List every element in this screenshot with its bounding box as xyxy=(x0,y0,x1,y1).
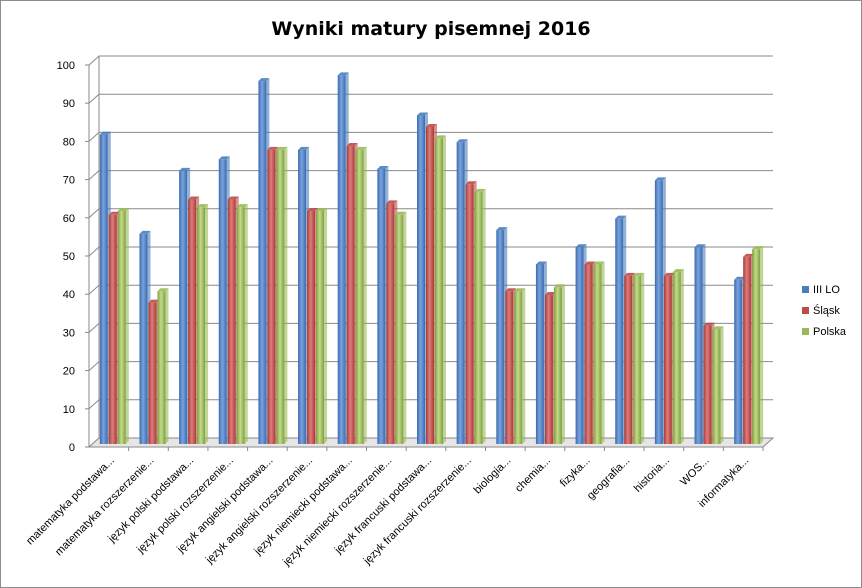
bar xyxy=(514,288,526,444)
y-tick-label: 50 xyxy=(63,251,75,263)
chart-title: Wyniki matury pisemnej 2016 xyxy=(271,18,590,40)
bar xyxy=(197,204,209,444)
legend-label: Śląsk xyxy=(813,304,840,317)
x-tick-label: chemia... xyxy=(513,455,553,495)
bar xyxy=(672,269,684,444)
y-tick-label: 90 xyxy=(63,98,75,110)
bar xyxy=(593,261,605,444)
legend-swatch xyxy=(802,286,809,293)
bar xyxy=(435,135,446,444)
legend: III LO Śląsk Polska xyxy=(802,284,847,338)
x-tick-label: fizyka... xyxy=(558,455,593,490)
legend-swatch xyxy=(802,307,809,314)
y-tick-label: 20 xyxy=(63,366,75,378)
legend-item: Śląsk xyxy=(802,304,840,317)
legend-item: III LO xyxy=(802,284,840,296)
y-tick-label: 60 xyxy=(63,213,75,225)
bar xyxy=(752,246,764,444)
bar xyxy=(553,284,565,444)
legend-swatch xyxy=(802,328,809,335)
bar xyxy=(395,211,407,444)
bar xyxy=(117,207,129,444)
bar xyxy=(236,204,248,444)
bar xyxy=(355,146,367,445)
x-tick-label: biologia... xyxy=(472,455,514,497)
bar xyxy=(633,272,645,444)
bar xyxy=(474,188,486,444)
y-tick-label: 40 xyxy=(63,289,75,301)
bar xyxy=(316,207,328,444)
y-tick-label: 80 xyxy=(63,136,75,148)
legend-label: III LO xyxy=(813,284,840,296)
y-tick-label: 0 xyxy=(69,442,75,454)
y-tick-label: 30 xyxy=(63,327,75,339)
bar xyxy=(712,326,724,444)
bar xyxy=(276,146,288,445)
bar xyxy=(157,288,169,444)
y-tick-label: 100 xyxy=(57,60,75,72)
x-tick-label: WOS... xyxy=(678,455,712,489)
y-tick-label: 70 xyxy=(63,175,75,187)
legend-item: Polska xyxy=(802,326,847,338)
x-tick-label: geografia... xyxy=(585,455,632,502)
x-tick-label: historia... xyxy=(632,455,672,495)
legend-label: Polska xyxy=(813,326,847,338)
y-tick-label: 10 xyxy=(63,404,75,416)
bars xyxy=(99,72,764,445)
